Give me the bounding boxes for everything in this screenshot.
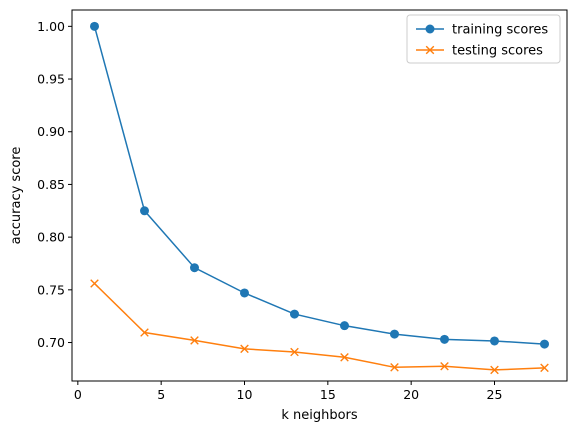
x-tick-label: 15 bbox=[320, 387, 336, 402]
y-tick-label: 0.80 bbox=[37, 230, 65, 245]
data-point bbox=[490, 336, 499, 346]
y-tick-label: 0.85 bbox=[37, 177, 65, 192]
series-line bbox=[93, 26, 545, 345]
x-tick-label: 10 bbox=[237, 387, 253, 402]
data-point bbox=[440, 361, 449, 371]
x-tick-label: 20 bbox=[403, 387, 419, 402]
x-tick-label: 0 bbox=[74, 387, 82, 402]
x-axis: 0 5 10 15 20 25 bbox=[74, 381, 503, 402]
y-axis: 0.70 0.75 0.80 0.85 0.90 0.95 1.00 bbox=[37, 19, 72, 350]
x-tick-label: 25 bbox=[487, 387, 503, 402]
data-point bbox=[340, 321, 349, 331]
series-line bbox=[93, 282, 545, 371]
data-point bbox=[340, 352, 349, 362]
data-point bbox=[140, 328, 149, 337]
data-point bbox=[90, 279, 99, 288]
data-point bbox=[540, 339, 549, 349]
data-point bbox=[240, 288, 249, 298]
plot-area bbox=[90, 21, 549, 375]
y-axis-label: accuracy score bbox=[9, 147, 24, 245]
legend-box bbox=[406, 14, 561, 64]
legend-item: testing scores bbox=[416, 44, 543, 59]
data-point bbox=[390, 363, 399, 372]
data-point bbox=[490, 365, 499, 375]
data-point bbox=[290, 347, 299, 357]
data-point bbox=[240, 344, 249, 354]
data-point bbox=[440, 334, 449, 344]
data-point bbox=[90, 21, 99, 31]
legend-label: training scores bbox=[452, 23, 548, 38]
legend: training scores testing scores bbox=[406, 14, 561, 64]
series-1 bbox=[90, 279, 549, 375]
data-point bbox=[540, 363, 549, 373]
data-point bbox=[290, 309, 299, 319]
x-tick-label: 5 bbox=[157, 387, 165, 402]
y-tick-label: 1.00 bbox=[37, 19, 65, 34]
y-tick-label: 0.90 bbox=[37, 124, 65, 139]
y-tick-label: 0.75 bbox=[37, 282, 65, 297]
data-point bbox=[190, 263, 199, 273]
series-0 bbox=[90, 21, 549, 349]
x-axis-label: k neighbors bbox=[281, 408, 358, 423]
y-tick-label: 0.95 bbox=[37, 72, 65, 87]
legend-marker bbox=[425, 24, 435, 34]
y-tick-label: 0.70 bbox=[37, 335, 65, 350]
legend-item: training scores bbox=[416, 23, 548, 38]
axes-frame bbox=[71, 9, 568, 382]
legend-label: testing scores bbox=[452, 44, 543, 59]
data-point bbox=[140, 206, 149, 216]
legend-marker bbox=[425, 45, 435, 55]
data-point bbox=[190, 336, 199, 345]
data-point bbox=[390, 329, 399, 339]
